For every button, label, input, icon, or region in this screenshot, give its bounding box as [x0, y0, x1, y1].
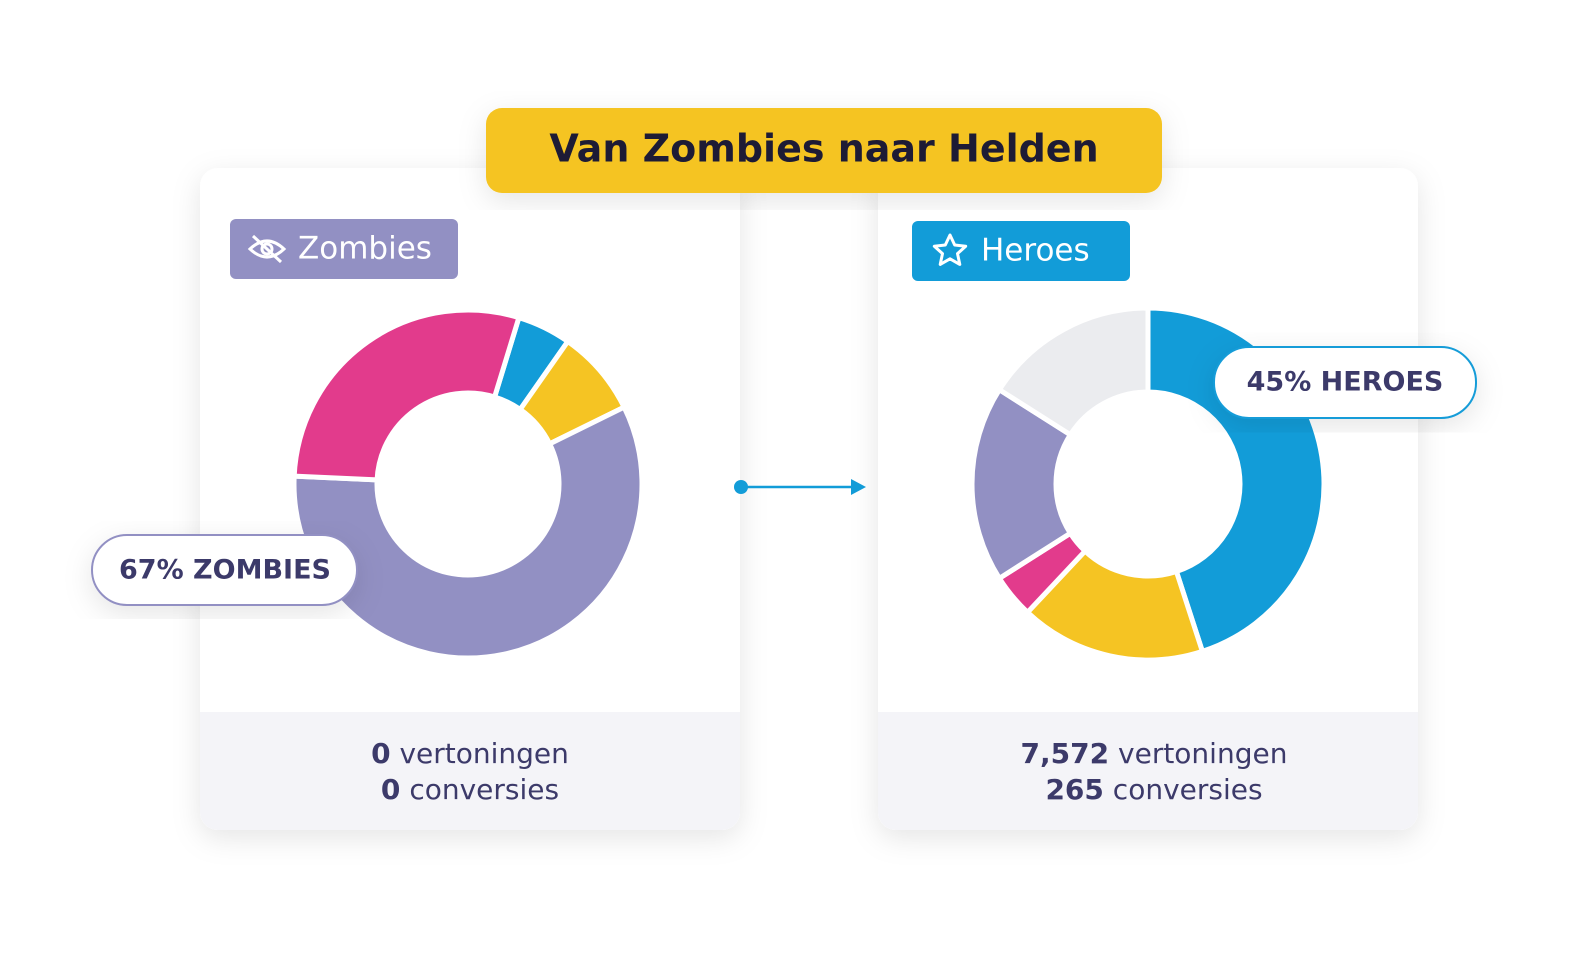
donut-segment: [291, 307, 522, 483]
title: Van Zombies naar Helden: [549, 127, 1098, 171]
star-icon: [932, 233, 968, 266]
stat-value: 7,572: [1021, 737, 1110, 770]
donut-segment: [995, 305, 1151, 439]
badge: [912, 221, 1130, 281]
stat: 0 vertoningen: [371, 737, 569, 770]
stat-value: 265: [1045, 773, 1103, 806]
arrow: [734, 479, 866, 495]
stat: 0 conversies: [381, 773, 559, 806]
stat-label: conversies: [409, 773, 559, 806]
callout-label: 67% ZOMBIES: [119, 555, 331, 586]
badge-label: Zombies: [298, 231, 432, 267]
callout: 45% HEROES: [1213, 346, 1477, 419]
stat-label: vertoningen: [399, 737, 568, 770]
donut-segment: [969, 386, 1074, 582]
stat-value: 0: [381, 773, 400, 806]
callout: 67% ZOMBIES: [91, 534, 358, 606]
badge: [230, 219, 458, 279]
stat: 7,572 vertoningen: [1021, 737, 1288, 770]
card-left: [200, 168, 740, 830]
stat-label: vertoningen: [1118, 737, 1287, 770]
stat-label: conversies: [1113, 773, 1263, 806]
hidden-icon: [247, 234, 287, 264]
stat: 265 conversies: [1045, 773, 1262, 806]
stat-value: 0: [371, 737, 390, 770]
card-right: [878, 168, 1418, 830]
badge-label: Heroes: [981, 233, 1090, 269]
title-pill: [486, 108, 1162, 193]
donut-segment: [1023, 547, 1206, 663]
callout-label: 45% HEROES: [1247, 367, 1444, 398]
